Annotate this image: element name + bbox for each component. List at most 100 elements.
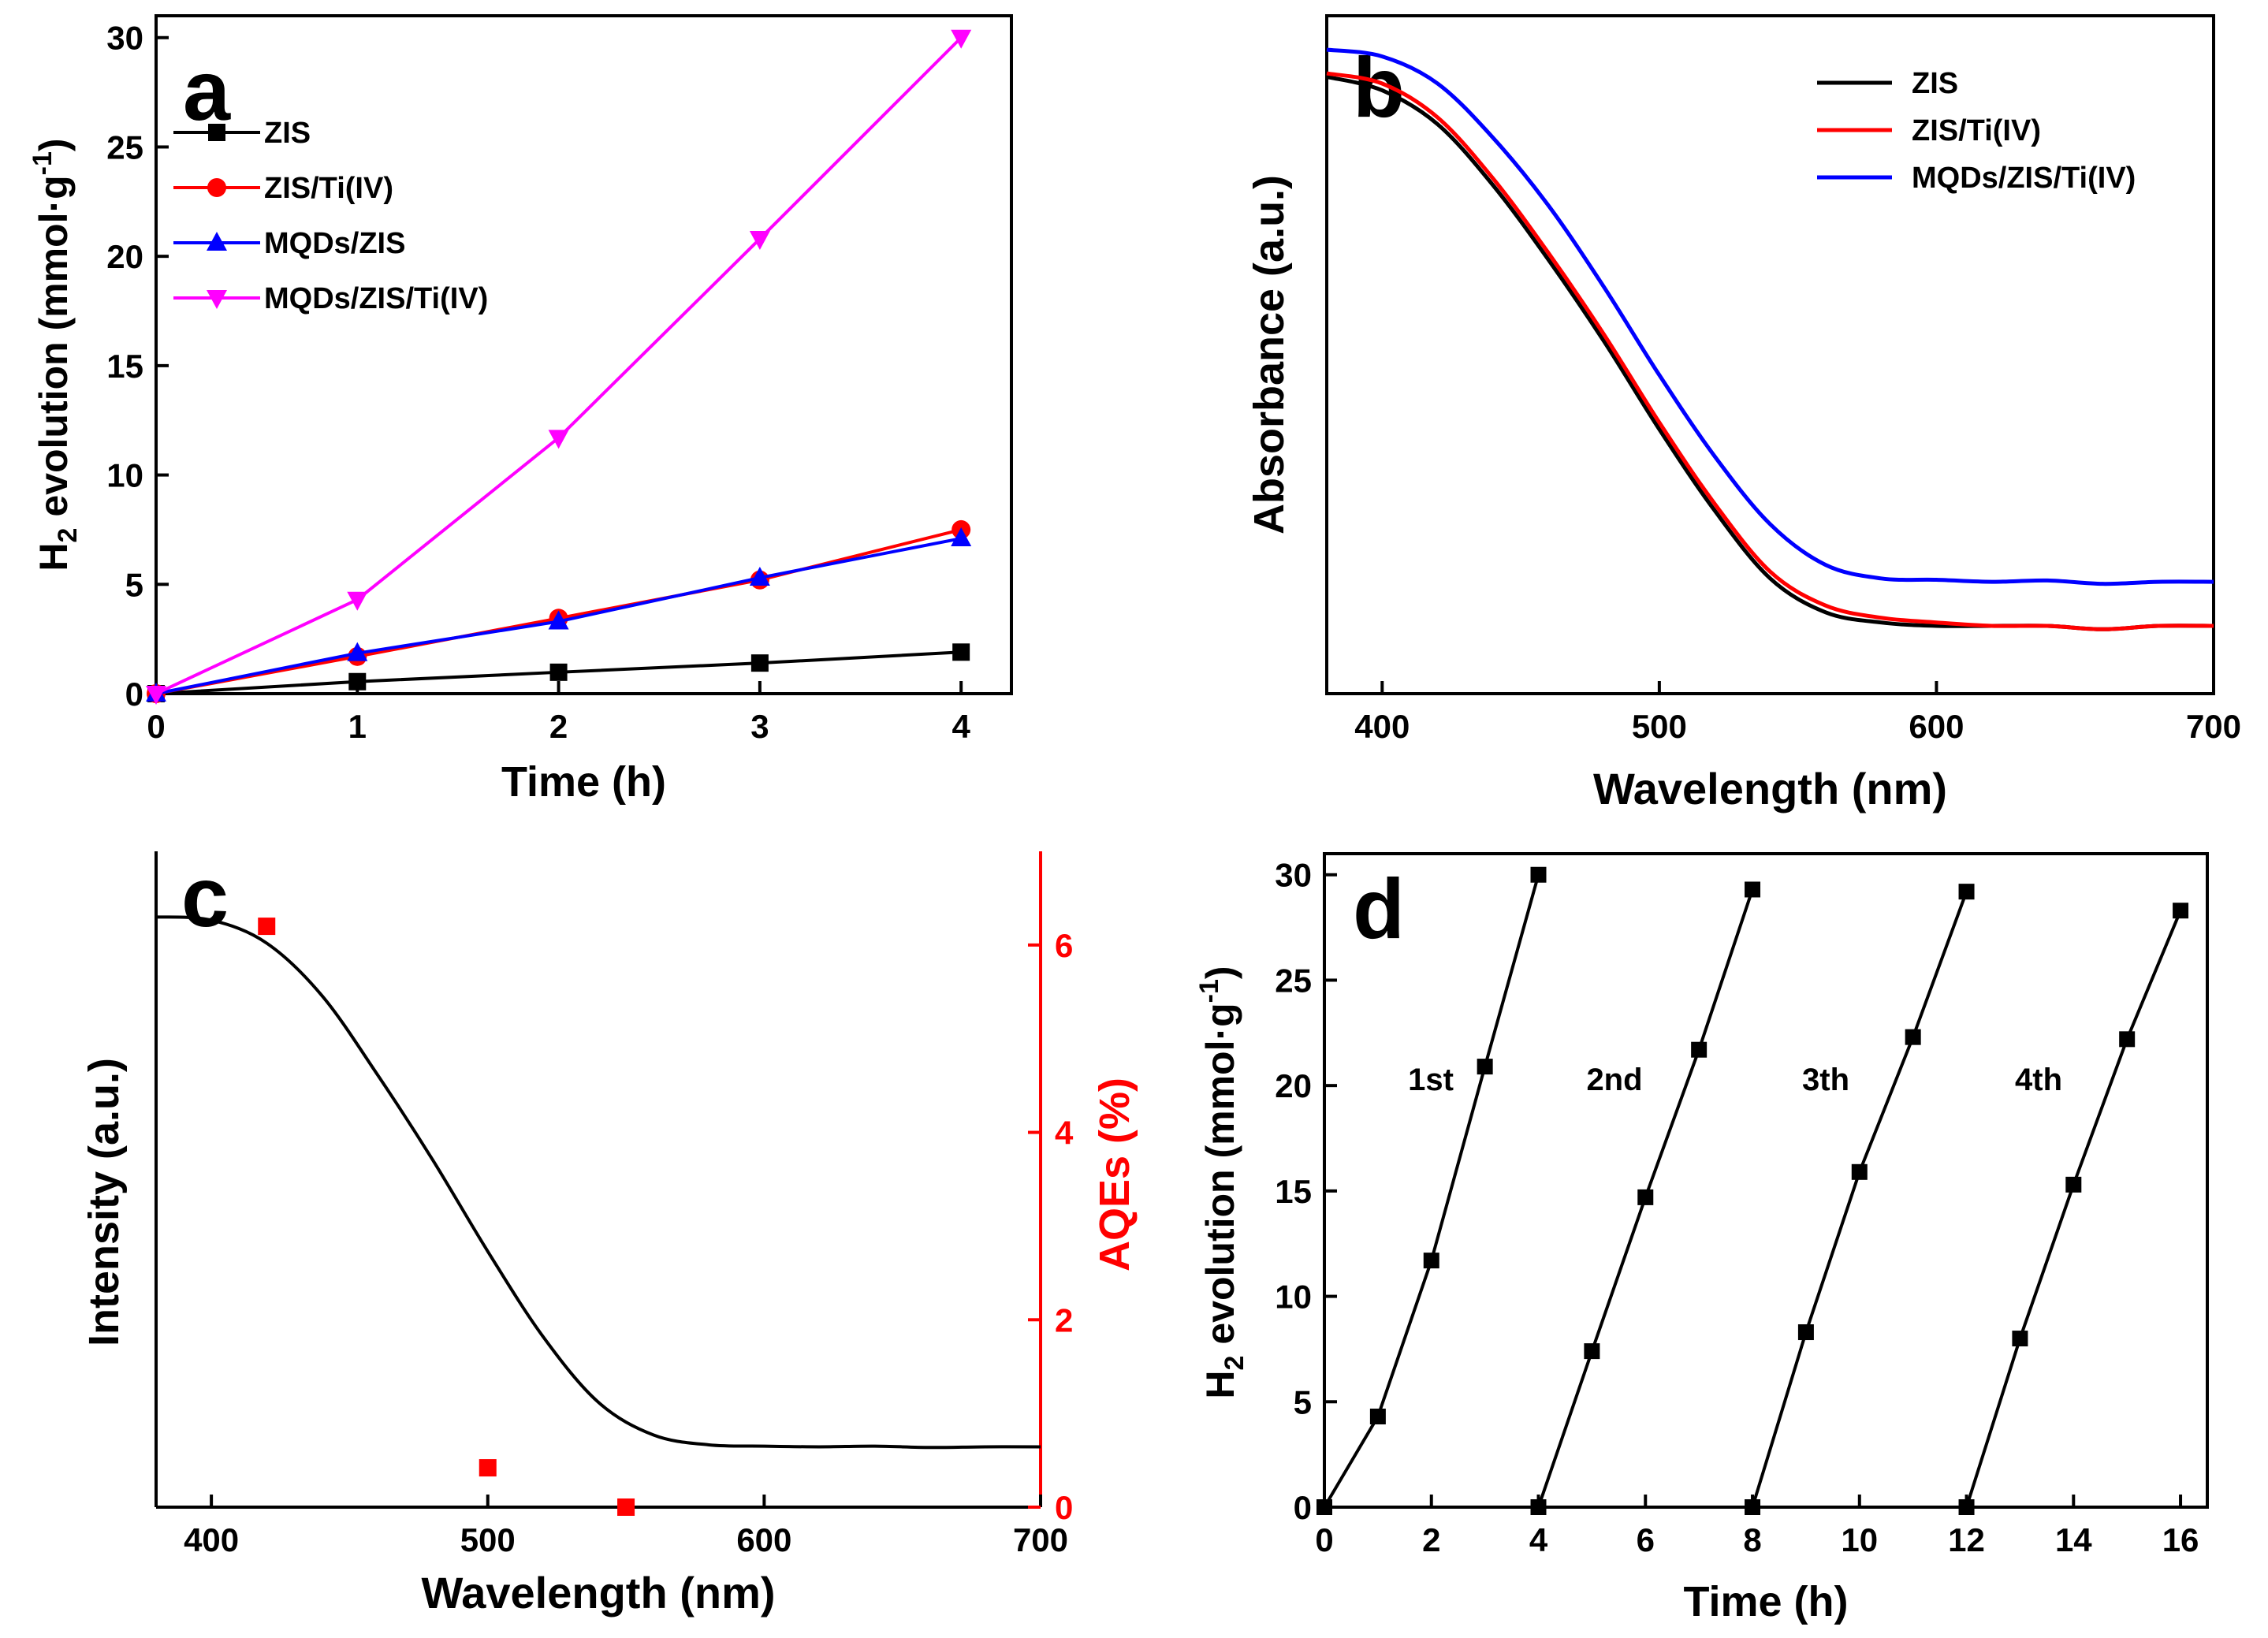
x-tick-label: 14	[2055, 1521, 2092, 1558]
plot-frame	[155, 14, 1013, 695]
x-axis-label: Time (h)	[501, 758, 666, 806]
x-tick-label: 0	[1315, 1521, 1333, 1558]
x-tick-label: 6	[1637, 1521, 1655, 1558]
data-point	[2173, 903, 2189, 919]
series-line	[1751, 891, 1968, 1508]
x-tick-label: 10	[1841, 1521, 1878, 1558]
data-point	[2065, 1176, 2082, 1193]
plot-frame	[1325, 14, 2215, 695]
x-tick-label: 500	[460, 1521, 516, 1558]
x-tick-label: 2	[1422, 1521, 1440, 1558]
data-point	[548, 430, 569, 449]
x-axis-label: Time (h)	[1683, 1578, 1848, 1625]
data-point	[1316, 1499, 1332, 1515]
x-tick-label: 600	[736, 1521, 791, 1558]
x-tick-label: 700	[2186, 708, 2241, 745]
y-tick-label: 25	[106, 128, 143, 166]
x-tick-label: 12	[1948, 1521, 1985, 1558]
y-right-tick-label: 4	[1055, 1115, 1074, 1152]
x-tick-label: 500	[1632, 708, 1687, 745]
y-right-axis-label: AQEs (%)	[1091, 1078, 1138, 1271]
data-point	[1477, 1059, 1493, 1075]
data-point	[1745, 881, 1761, 898]
y-right-tick-label: 0	[1055, 1489, 1073, 1526]
x-tick-label: 4	[1529, 1521, 1548, 1558]
legend-label: MQDs/ZIS	[264, 227, 405, 260]
data-point	[952, 643, 970, 661]
data-point	[750, 654, 769, 672]
legend-label: MQDs/ZIS/Ti(IV)	[1912, 162, 2136, 195]
legend-marker	[207, 232, 227, 251]
x-tick-label: 8	[1743, 1521, 1761, 1558]
cycle-label: 3th	[1802, 1063, 1849, 1097]
x-axis-label: Wavelength (nm)	[421, 1568, 775, 1618]
data-point	[1905, 1029, 1921, 1045]
legend-label: MQDs/ZIS/Ti(IV)	[264, 282, 488, 315]
cycle-label: 2nd	[1586, 1063, 1642, 1097]
x-tick-label: 400	[184, 1521, 239, 1558]
data-point	[1745, 1499, 1761, 1515]
panel-label: d	[1353, 861, 1405, 956]
legend-marker	[207, 178, 226, 197]
series-line	[1326, 71, 2214, 631]
y-tick-label: 20	[106, 238, 143, 275]
panel-label: a	[183, 43, 231, 138]
y-tick-label: 25	[1275, 962, 1312, 999]
legend-label: ZIS/Ti(IV)	[1912, 114, 2041, 147]
legend-marker	[207, 290, 227, 309]
y-right-tick-label: 6	[1055, 927, 1073, 964]
y-tick-label: 30	[1275, 857, 1312, 894]
data-point	[1530, 866, 1547, 883]
data-point	[1958, 884, 1975, 900]
y-tick-label: 20	[1275, 1067, 1312, 1104]
data-point	[1369, 1409, 1386, 1425]
x-tick-label: 600	[1909, 708, 1964, 745]
series-line	[1326, 47, 2214, 586]
data-point	[1851, 1163, 1868, 1180]
data-point	[749, 566, 770, 586]
cycle-label: 1st	[1408, 1063, 1454, 1097]
series-line	[1323, 874, 1540, 1509]
data-point	[1797, 1324, 1814, 1341]
data-point	[617, 1498, 635, 1516]
y-tick-label: 0	[125, 676, 143, 713]
y-tick-label: 0	[1294, 1489, 1312, 1526]
data-point	[479, 1459, 497, 1477]
x-tick-label: 400	[1354, 708, 1410, 745]
legend-label: ZIS	[1912, 67, 1958, 100]
data-point	[348, 672, 367, 691]
panel-b: 400 500 600 700 Wavelength (nm) Absorbance (a…	[1246, 14, 2241, 813]
y-tick-label: 5	[125, 566, 143, 603]
data-point	[951, 527, 972, 547]
data-point	[549, 663, 568, 681]
series-line	[155, 915, 1041, 1450]
data-point	[347, 591, 368, 611]
y-axis-label: H2 evolution (mmol·g-1)	[28, 138, 83, 571]
panel-a: 0 1 2 3 4 0 5 10 15 20 25 30 Time (h) H2 evolution (m…	[28, 14, 1013, 806]
plot-frame	[1323, 852, 2209, 1509]
x-tick-label: 700	[1013, 1521, 1068, 1558]
data-point	[1584, 1343, 1600, 1360]
y-tick-label: 5	[1294, 1383, 1312, 1420]
data-point	[1423, 1253, 1439, 1269]
data-point	[1530, 1499, 1547, 1515]
y-axis-label: Absorbance (a.u.)	[1246, 175, 1293, 534]
data-point	[951, 29, 972, 49]
legend-label: ZIS/Ti(IV)	[264, 172, 393, 205]
legend-marker	[208, 124, 225, 141]
x-tick-label: 16	[2162, 1521, 2199, 1558]
panel-d: 0 2 4 6 8 10 12 14 16 0 5 10 15 20 25 30 Time (h) H2 evol…	[1194, 852, 2209, 1625]
legend-label: ZIS	[264, 117, 311, 150]
series-line	[1326, 74, 2214, 631]
data-point	[1958, 1499, 1975, 1515]
y-right-tick-label: 2	[1055, 1301, 1073, 1338]
panel-label: c	[181, 849, 229, 944]
cycle-label: 4th	[2015, 1063, 2062, 1097]
x-tick-label: 3	[750, 708, 769, 745]
x-tick-label: 0	[147, 708, 165, 745]
y-tick-label: 30	[106, 20, 143, 57]
x-tick-label: 1	[348, 708, 367, 745]
data-point	[548, 610, 569, 630]
data-point	[2119, 1031, 2136, 1048]
